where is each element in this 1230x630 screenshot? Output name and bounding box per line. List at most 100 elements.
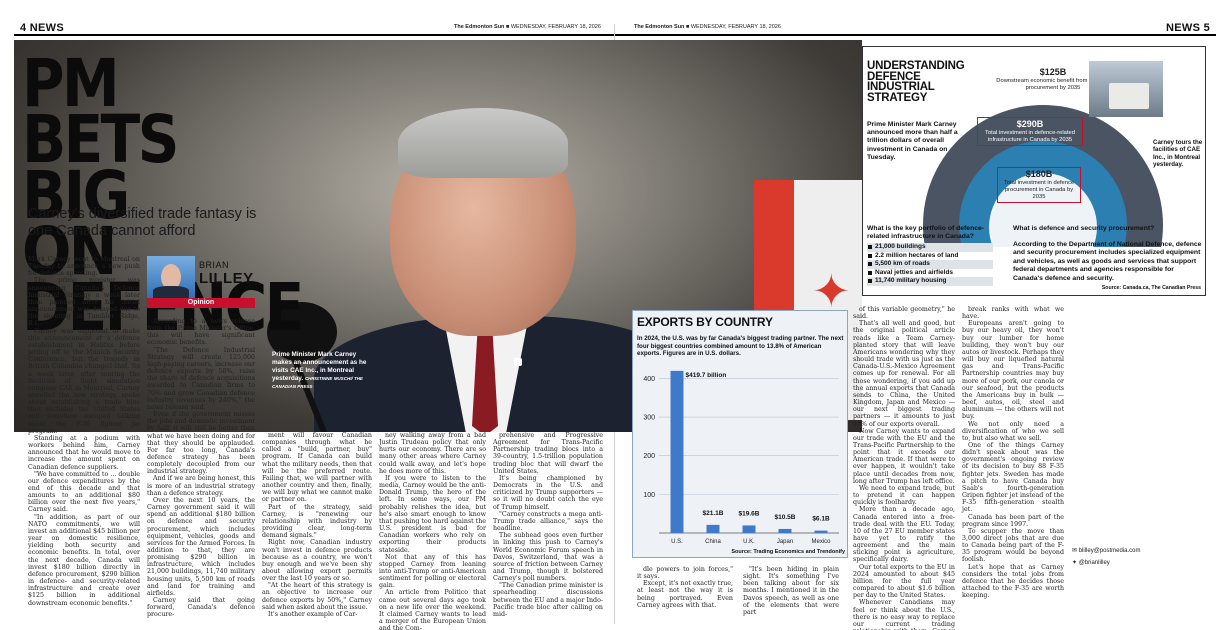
infographic-title: UNDERSTANDING DEFENCE INDUSTRIAL STRATEG… [867, 60, 965, 104]
body-column-2: According to a news release from the Pri… [147, 318, 255, 619]
paragraph: It's another example of Car- [268, 610, 358, 618]
body-column-7: "It's been hiding in plain sight. It's s… [743, 566, 839, 616]
data-label: $6.1B [812, 516, 830, 523]
chart-title: EXPORTS BY COUNTRY [637, 315, 773, 329]
body-column-4: ney walking away from a bad Justin Trude… [379, 432, 486, 630]
paragraph: Part of the strategy, said Carney, is "r… [262, 503, 372, 540]
columnist-twitter[interactable]: @brianlilley [1078, 560, 1110, 567]
inner-ring-label: $180B Total investment in defence procur… [997, 167, 1081, 203]
outer-ring-label: $125B Downstream economic benefit from d… [996, 67, 1110, 91]
contact-column: ✉ blilley@postmedia.com ✦ @brianlilley [1072, 548, 1176, 567]
microphone [267, 302, 337, 362]
paragraph: Whenever Canadians may feel or think abo… [853, 599, 955, 630]
columnist-mugshot [147, 256, 195, 298]
paragraph: ment will favour Canadian companies thro… [262, 432, 372, 504]
paragraph: To scupper the move than 3,000 direct jo… [962, 527, 1064, 564]
y-tick-label: 100 [643, 492, 655, 499]
paragraph: According to a news release from the Pri… [147, 318, 255, 347]
paragraph: Europeans aren't going to buy our heavy … [962, 320, 1065, 421]
portfolio-question: What is the key portfolio of defence-rel… [867, 225, 985, 241]
lapel-pin [514, 358, 522, 366]
x-tick-label: Mexico [811, 539, 831, 545]
photo-credit: CHRISTINNE MUSCHI/ THE CANADIAN PRESS [272, 376, 363, 389]
paragraph: Except, it's not exactly true, at least … [637, 580, 733, 609]
list-item: 2.2 million hectares of land [867, 252, 993, 261]
paragraph: "The Canadian prime minister is spearhea… [493, 582, 603, 618]
twitter-icon: ✦ [1072, 560, 1078, 567]
photo-caption: Prime Minister Mark Carney makes an anno… [272, 351, 367, 389]
paragraph: "We have committed to ... double our def… [28, 470, 140, 514]
columnist-last-name: LILLEY [199, 270, 254, 287]
paragraph: "In addition, as part of our NATO commit… [28, 513, 140, 607]
chart-source: Source: Trading Economics and Trendonify [731, 549, 846, 555]
paragraph: Now Carney wants to expand our trade wit… [853, 427, 955, 485]
list-item: 11,740 military housing [867, 277, 993, 286]
x-tick-label: China [705, 539, 721, 545]
paragraph: We need to expand trade, but to pretend … [853, 484, 955, 507]
paragraph: We not only need a diversification of wh… [962, 420, 1064, 442]
paragraph: The subhead goes even further in linking… [493, 532, 603, 583]
bar [814, 530, 828, 533]
exports-chart: EXPORTS BY COUNTRY In 2024, the U.S. was… [632, 310, 848, 558]
headline: PM BETS BIG ON DEFENCE [22, 45, 304, 341]
infographic-source: Source: Canada.ca, The Canadian Press [1101, 285, 1201, 291]
paragraph: Mark Carney went to Montreal on Tuesday … [28, 256, 140, 278]
chart-subtitle: In 2024, the U.S. was by far Canada's bi… [637, 335, 844, 357]
infographic-intro: Prime Minister Mark Carney announced mor… [867, 121, 958, 161]
body-column-3: ment will favour Canadian companies thro… [262, 432, 372, 618]
columnist-box: BRIAN LILLEY Opinion [147, 256, 255, 310]
data-label: $19.6B [739, 510, 760, 517]
paragraph: Even if the government misses the jobs a… [147, 411, 255, 476]
y-tick-label: 400 [643, 376, 655, 383]
procurement-answer: According to the Department of National … [1013, 241, 1202, 282]
body-column-6: dle powers to join forces," it says. Exce… [637, 566, 733, 609]
paragraph: ney walking away from a bad Justin Trude… [379, 432, 486, 475]
x-tick-label: U.S. [671, 539, 683, 545]
bar [706, 524, 720, 533]
columnist-email[interactable]: blilley@postmedia.com [1078, 548, 1141, 554]
paragraph: One of the things Carney didn't speak ab… [962, 441, 1064, 514]
y-tick-label: 200 [643, 453, 655, 460]
x-tick-label: U.K. [743, 539, 755, 545]
portfolio-list: 21,000 buildings 2.2 million hectares of… [867, 243, 993, 286]
paragraph: break ranks with what we have. [962, 306, 1064, 321]
x-tick-label: Japan [777, 539, 793, 545]
opinion-tag: Opinion [147, 298, 255, 308]
body-column-5: prehensive and Progressive Agreement for… [493, 432, 603, 618]
data-label: $419.7 billion [685, 372, 726, 379]
body-column-1: Mark Carney went to Montreal on Tuesday … [28, 256, 140, 607]
deck: Carney's diversified trade fantasy is on… [28, 206, 257, 239]
paragraph: That's all well and good, but the origin… [853, 320, 955, 428]
paragraph: It's being championed by Democrats in th… [493, 474, 603, 511]
strategy-infographic: UNDERSTANDING DEFENCE INDUSTRIAL STRATEG… [862, 46, 1206, 296]
right-masthead: The Edmonton Sun ■ WEDNESDAY, FEBRUARY 1… [634, 24, 781, 30]
paragraph: Our total exports to the EU in 2024 amou… [853, 563, 955, 600]
paragraph: "The Defence Industrial Strategy will cr… [147, 346, 255, 411]
infographic-photo-caption: Carney tours the facilities of CAE Inc.,… [1153, 139, 1203, 169]
right-folio: NEWS 5 [1166, 22, 1210, 34]
paragraph: Canada has been part of the program sinc… [962, 513, 1064, 528]
paragraph: Let's hope that as Carney considers the … [962, 563, 1064, 600]
paragraph: More than a decade ago, Canada entered i… [853, 506, 955, 564]
paragraph: of this variable geometry," he said. [853, 306, 955, 321]
data-label: $21.1B [703, 510, 724, 517]
paragraph: An article from Politico that came out s… [379, 589, 486, 630]
bar [778, 528, 792, 533]
paragraph: "It's been hiding in plain sight. It's s… [743, 566, 839, 616]
body-column-8: of this variable geometry," he said. That… [853, 306, 955, 630]
paragraph: If you were to listen to the media, Carn… [379, 474, 486, 554]
cae-facility-photo [1089, 61, 1163, 117]
body-column-9: break ranks with what we have. Europeans … [962, 306, 1064, 599]
y-tick-label: 300 [643, 415, 655, 422]
columnist-first-name: BRIAN [199, 260, 230, 270]
paragraph: Carney was supposed to make this announc… [28, 327, 140, 435]
paragraph: Carney said that going forward, Canada's… [147, 597, 255, 619]
middle-ring-label: $290B Total investment in defence-relate… [977, 117, 1083, 146]
list-item: 5,500 km of roads [867, 260, 993, 269]
paragraph: "Carney constructs a mega anti-Trump tra… [493, 510, 603, 533]
page-header: 4 NEWS The Edmonton Sun ■ WEDNESDAY, FEB… [14, 22, 1216, 36]
left-masthead: The Edmonton Sun ■ WEDNESDAY, FEBRUARY 1… [454, 24, 601, 30]
paragraph: And if we are being honest, this is more… [147, 475, 255, 497]
procurement-question: What is defence and security procurement… [1013, 225, 1155, 232]
bar [742, 525, 756, 533]
